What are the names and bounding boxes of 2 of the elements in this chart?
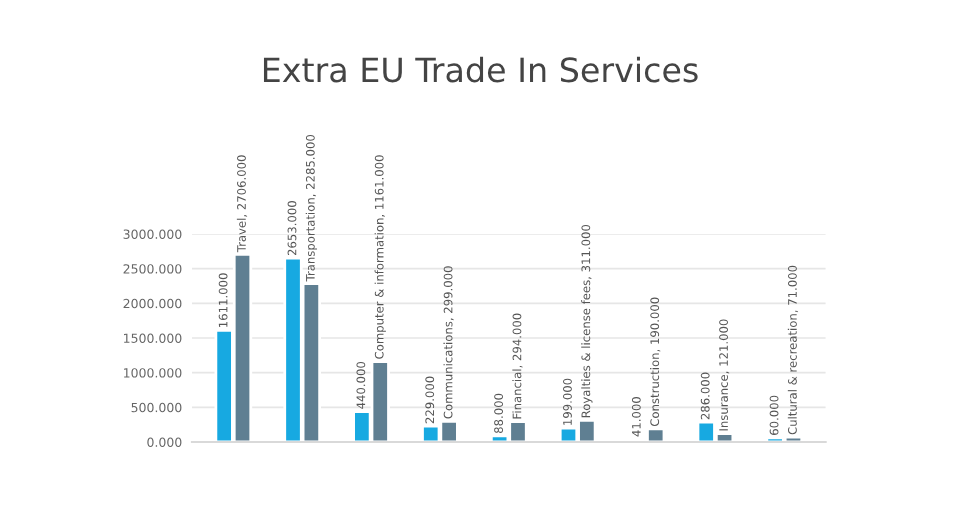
bar	[646, 427, 666, 442]
chart-title: Extra EU Trade In Services	[263, 56, 698, 83]
